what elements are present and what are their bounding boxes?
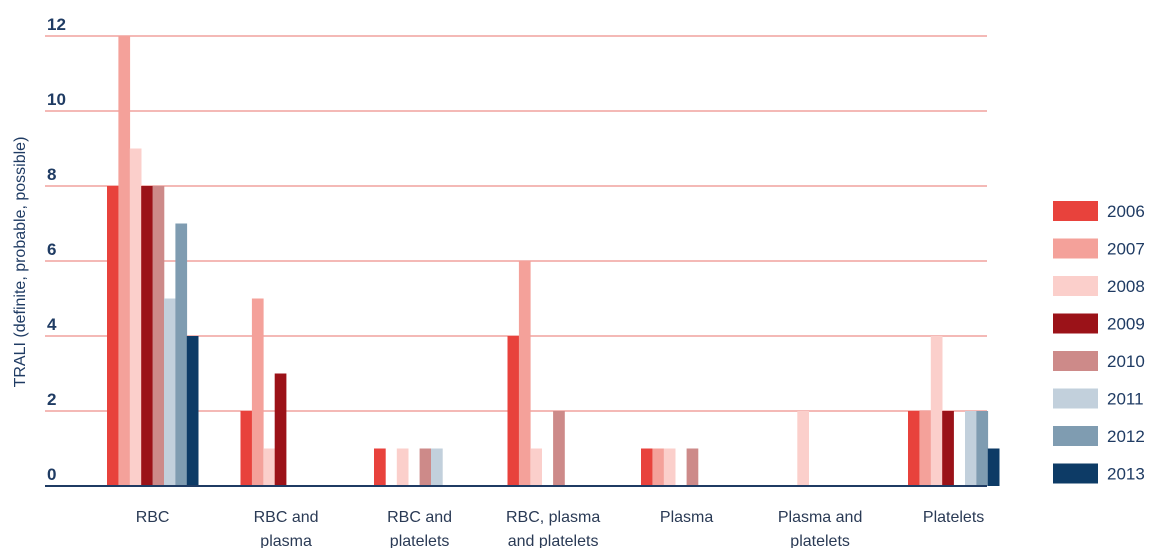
legend-swatch — [1053, 426, 1098, 446]
bars — [45, 36, 1000, 487]
bar — [129, 148, 142, 486]
bar — [652, 448, 665, 486]
bar — [251, 298, 264, 486]
bar — [141, 186, 153, 486]
bar — [965, 411, 977, 486]
y-tick-label: 10 — [47, 90, 66, 109]
bar — [118, 36, 131, 486]
gridlines — [45, 35, 987, 412]
y-tick-label: 0 — [47, 465, 56, 484]
legend-label: 2011 — [1107, 390, 1144, 409]
category-label: RBC and — [387, 509, 452, 526]
bar — [186, 336, 199, 486]
y-axis-label: TRALI (definite, probable, possible) — [12, 137, 29, 388]
bar — [797, 411, 809, 486]
y-tick-label: 6 — [47, 240, 56, 259]
bar — [152, 186, 165, 486]
legend-swatch — [1053, 276, 1098, 296]
bar — [976, 411, 989, 486]
bar — [518, 261, 531, 486]
bar — [942, 411, 954, 486]
bar — [930, 336, 943, 486]
bar — [507, 336, 520, 486]
category-label: RBC — [136, 509, 170, 526]
category-label: RBC, plasma — [506, 509, 600, 526]
y-tick-label: 2 — [47, 390, 56, 409]
bar — [396, 448, 409, 486]
legend-swatch — [1053, 463, 1098, 484]
bar — [175, 223, 188, 486]
legend-swatch — [1053, 351, 1098, 371]
bar — [919, 411, 932, 486]
y-tick-label: 12 — [47, 15, 66, 34]
legend-swatch — [1053, 388, 1098, 409]
legend-swatch — [1053, 313, 1098, 334]
legend-swatch — [1053, 201, 1098, 221]
bar — [374, 448, 386, 486]
y-tick-label: 4 — [47, 315, 57, 334]
legend-label: 2007 — [1107, 240, 1145, 259]
bar — [641, 448, 653, 486]
legend-label: 2006 — [1107, 202, 1145, 221]
legend-label: 2013 — [1107, 465, 1145, 484]
y-axis-ticks: 0 2 4 6 8 10 12 — [47, 15, 66, 484]
bar — [419, 448, 432, 486]
category-label: plasma — [260, 533, 312, 548]
legend: 2006 2007 2008 2009 2010 2011 2012 2013 — [1053, 201, 1145, 484]
legend-swatch — [1053, 238, 1098, 259]
category-label: Plasma and — [778, 509, 863, 526]
bar — [240, 411, 253, 486]
bar — [686, 448, 699, 486]
category-label: platelets — [790, 533, 850, 548]
legend-label: 2010 — [1107, 352, 1145, 371]
bar — [274, 373, 287, 486]
category-label: Platelets — [923, 509, 984, 526]
legend-label: 2009 — [1107, 315, 1145, 334]
legend-label: 2012 — [1107, 427, 1145, 446]
bar — [553, 411, 565, 486]
bar — [530, 448, 542, 486]
bar — [987, 448, 1000, 486]
bar — [908, 411, 920, 486]
category-label: Plasma — [660, 509, 713, 526]
category-label: platelets — [390, 533, 450, 548]
y-tick-label: 8 — [47, 165, 56, 184]
bar — [431, 448, 443, 486]
category-label: RBC and — [254, 509, 319, 526]
bar — [164, 298, 176, 486]
x-axis-categories: RBC RBC and plasma RBC and platelets RBC, pla… — [136, 509, 985, 548]
bar — [663, 448, 676, 486]
bar — [263, 448, 275, 486]
bar — [107, 186, 119, 486]
category-label: and platelets — [508, 533, 599, 548]
legend-label: 2008 — [1107, 277, 1145, 296]
